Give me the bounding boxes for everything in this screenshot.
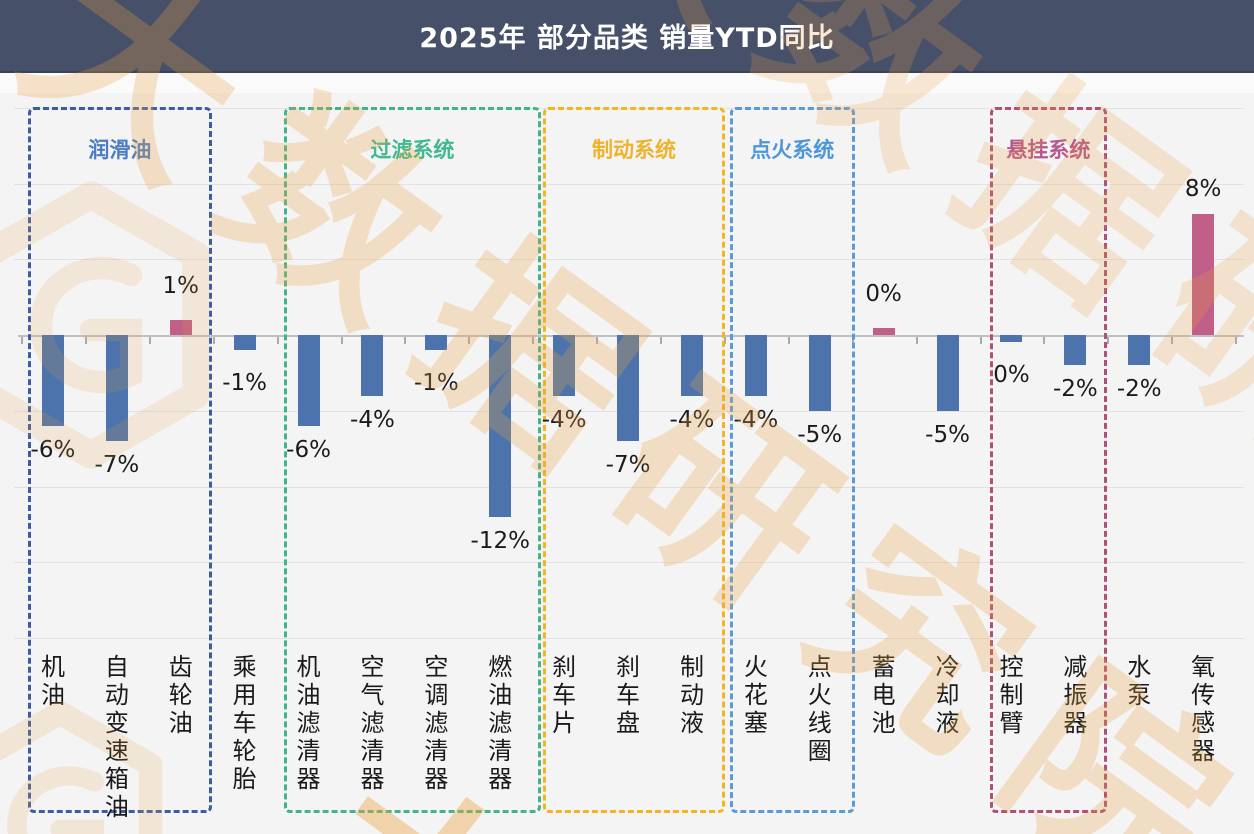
value-label: -7%: [605, 452, 651, 479]
value-label: -12%: [470, 527, 530, 554]
category-label: 空调滤清器: [424, 653, 449, 793]
bar: [297, 335, 320, 426]
bar: [553, 335, 576, 396]
header-underlay: [0, 73, 1254, 93]
axis-tick: [84, 337, 87, 344]
gridline: [14, 183, 1244, 185]
category-label: 刹车盘: [616, 653, 641, 737]
bar: [936, 335, 959, 411]
axis-tick: [21, 337, 23, 344]
value-label: -5%: [797, 421, 843, 448]
axis-tick: [1043, 337, 1046, 344]
category-label: 齿轮油: [168, 653, 193, 737]
category-label: 空气滤清器: [360, 653, 385, 793]
value-label: -2%: [1116, 376, 1162, 403]
axis-tick: [915, 337, 918, 344]
category-label: 制动液: [679, 653, 704, 737]
category-label: 冷却液: [935, 653, 960, 737]
axis-tick: [787, 337, 790, 344]
gridline: [14, 562, 1244, 564]
group-box: 制动系统: [543, 107, 725, 813]
bar: [808, 335, 831, 411]
value-label: -1%: [413, 370, 459, 397]
axis-tick: [340, 337, 343, 344]
axis-tick: [148, 337, 151, 344]
value-label: -1%: [222, 370, 268, 397]
value-label: -6%: [30, 436, 76, 463]
value-label: -4%: [669, 406, 715, 433]
group-label: 悬挂系统: [1006, 138, 1091, 162]
value-label: 1%: [162, 272, 200, 299]
bar: [489, 335, 512, 517]
category-label: 燃油滤清器: [488, 653, 513, 793]
gridline: [14, 259, 1244, 261]
bar: [425, 335, 448, 351]
group-box: 点火系统: [729, 107, 855, 813]
bar: [680, 335, 703, 396]
chart-title: 2025年 部分品类 销量YTD同比: [419, 23, 835, 54]
bar: [1000, 335, 1023, 342]
category-label: 点火线圈: [807, 653, 832, 765]
category-label: 自动变速箱油: [104, 653, 129, 821]
category-label: 控制臂: [999, 653, 1024, 737]
bar: [233, 335, 256, 351]
group-label: 制动系统: [592, 138, 677, 162]
category-label: 蓄电池: [871, 653, 896, 737]
value-label: -4%: [733, 406, 779, 433]
value-label: -4%: [541, 406, 587, 433]
category-label: 机油滤清器: [296, 653, 321, 793]
value-label: -6%: [286, 436, 331, 463]
group-box: 过滤系统: [283, 107, 542, 813]
title-bar: 2025年 部分品类 销量YTD同比: [0, 0, 1254, 73]
axis-tick: [1107, 337, 1110, 344]
group-box: 悬挂系统: [989, 107, 1108, 813]
value-label: -5%: [925, 421, 970, 448]
bar: [105, 335, 128, 442]
bar: [41, 335, 64, 426]
category-label: 乘用车轮胎: [232, 653, 257, 793]
category-label: 氧传感器: [1191, 653, 1216, 765]
axis-tick: [212, 337, 215, 344]
bar: [1128, 335, 1151, 366]
category-label: 水泵: [1127, 653, 1152, 709]
bar: [1064, 335, 1087, 366]
axis-tick: [532, 337, 535, 344]
axis-tick: [468, 337, 471, 344]
group-label: 润滑油: [88, 138, 152, 162]
value-label: 8%: [1184, 175, 1222, 202]
axis-tick: [979, 337, 982, 344]
gridline: [14, 638, 1244, 639]
axis-tick: [1171, 337, 1174, 344]
gridline: [14, 486, 1244, 488]
category-label: 减振器: [1063, 653, 1088, 737]
axis-tick: [660, 337, 662, 344]
bar: [169, 319, 192, 335]
axis-tick: [1235, 337, 1238, 344]
value-label: -4%: [350, 406, 395, 433]
value-label: -2%: [1052, 376, 1098, 403]
bar: [872, 328, 895, 335]
group-label: 过滤系统: [370, 138, 455, 162]
group-box: 润滑油: [28, 107, 212, 813]
value-label: 0%: [993, 361, 1030, 388]
bar: [1192, 213, 1215, 335]
value-label: -7%: [94, 452, 140, 479]
category-label: 火花塞: [743, 653, 768, 737]
axis-tick: [276, 337, 279, 344]
axis-tick: [596, 337, 599, 344]
axis-tick: [723, 337, 726, 344]
bar: [361, 335, 384, 396]
bar: [744, 335, 767, 396]
group-label: 点火系统: [750, 138, 835, 162]
category-label: 机油: [40, 653, 65, 709]
value-label: 0%: [865, 281, 902, 308]
bar: [617, 335, 640, 442]
category-label: 刹车片: [552, 653, 577, 737]
axis-tick: [404, 337, 407, 344]
